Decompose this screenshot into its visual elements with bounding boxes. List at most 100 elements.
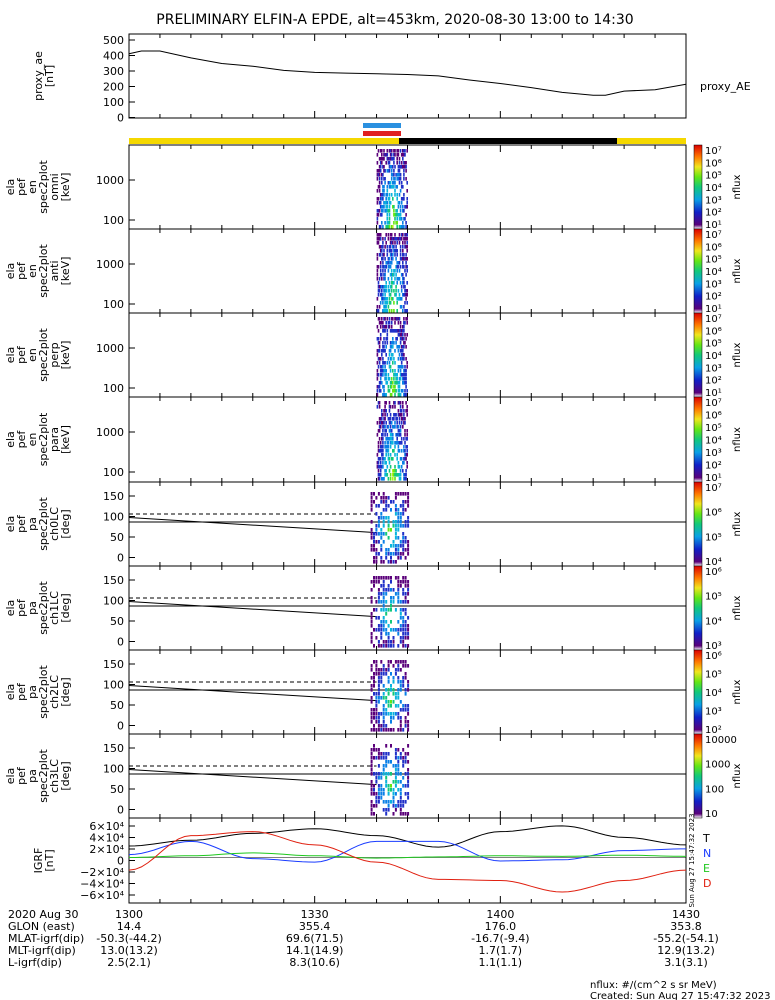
spectrogram-cell — [382, 293, 384, 297]
pa-spectrogram-cell — [377, 644, 380, 648]
pa-spectrogram-cell — [392, 676, 395, 680]
pa-spectrogram-cell — [390, 644, 392, 648]
spectrogram-cell — [390, 193, 393, 197]
spectrogram-cell — [406, 321, 408, 325]
spectrogram-cell — [394, 217, 396, 221]
pa-spectrogram-cell — [402, 676, 405, 680]
pa-spectrogram-cell — [397, 780, 400, 784]
spectrogram-cell — [393, 157, 395, 161]
spectrogram-cell — [404, 381, 406, 385]
pa-spectrogram-cell — [373, 724, 375, 728]
spectrogram-cell — [382, 425, 384, 429]
pa-spectrogram-cell — [370, 760, 373, 764]
spectrogram-cell — [376, 361, 379, 365]
y-axis-label-line: ch2LC — [48, 675, 61, 709]
pa-spectrogram-cell — [399, 700, 402, 704]
pa-spectrogram-cell — [397, 772, 400, 776]
shadow-bar — [399, 138, 617, 144]
spectrogram-cell — [399, 205, 402, 209]
spectrogram-cell — [385, 305, 387, 309]
spectrogram-cell — [379, 225, 382, 229]
pa-spectrogram-cell — [402, 684, 405, 688]
spectrogram-cell — [390, 233, 393, 237]
pa-spectrogram-cell — [375, 716, 378, 720]
pa-spectrogram-cell — [380, 548, 383, 552]
pa-spectrogram-cell — [370, 624, 373, 628]
spectrogram-cell — [395, 221, 397, 225]
spectrogram-cell — [399, 405, 402, 409]
igrf-legend-N: N — [703, 847, 711, 860]
pa-spectrogram-cell — [382, 704, 385, 708]
spectrogram-cell — [392, 345, 394, 349]
spectrogram-cell — [393, 329, 395, 333]
spectrogram-cell — [394, 425, 396, 429]
spectrogram-cell — [382, 465, 384, 469]
spectrogram-cell — [386, 433, 389, 437]
pa-spectrogram-cell — [402, 728, 405, 732]
spectrogram-cell — [377, 197, 380, 201]
pa-spectrogram-cell — [382, 628, 385, 632]
pa-spectrogram-cell — [394, 696, 397, 700]
y-tick-label: −4×10⁴ — [80, 878, 124, 891]
spectrogram-cell — [389, 441, 392, 445]
pa-spectrogram-cell — [392, 780, 395, 784]
pa-spectrogram-cell — [394, 776, 397, 780]
spectrogram-cell — [379, 461, 382, 465]
pa-spectrogram-cell — [390, 672, 392, 676]
spectrogram-cell — [398, 317, 401, 321]
spectrogram-cell — [403, 293, 405, 297]
pa-spectrogram-cell — [390, 800, 392, 804]
pa-spectrogram-cell — [377, 784, 380, 788]
pa-spectrogram-cell — [385, 632, 388, 636]
spectrogram-cell — [400, 273, 403, 277]
pa-spectrogram-cell — [399, 516, 402, 520]
spectrogram-cell — [403, 449, 405, 453]
spectrogram-cell — [383, 149, 385, 153]
pa-spectrogram-cell — [382, 788, 385, 792]
spectrogram-cell — [376, 325, 379, 329]
colorbar-label: nflux — [732, 427, 743, 452]
spectrogram-cell — [376, 209, 379, 213]
pa-spectrogram-cell — [399, 804, 402, 808]
pa-spectrogram-cell — [370, 728, 373, 732]
spectrogram-cell — [394, 177, 396, 181]
spectrogram-cell — [405, 165, 407, 169]
spectrogram-cell — [386, 309, 389, 313]
pa-spectrogram-cell — [387, 536, 390, 540]
pa-spectrogram-cell — [380, 728, 383, 732]
spectrogram-cell — [395, 381, 397, 385]
pa-spectrogram-cell — [377, 504, 380, 508]
spectrogram-cell — [406, 389, 408, 393]
pa-spectrogram-cell — [385, 504, 388, 508]
y-tick-label: 0 — [117, 112, 124, 125]
spectrogram-cell — [387, 157, 390, 161]
pa-spectrogram-cell — [404, 772, 407, 776]
spectrogram-cell — [402, 345, 404, 349]
spectrogram-cell — [406, 413, 408, 417]
spectrogram-cell — [385, 161, 387, 165]
spectrogram-cell — [379, 157, 382, 161]
y-tick-label: 100 — [103, 595, 124, 608]
pa-spectrogram-cell — [375, 748, 378, 752]
spectrogram-cell — [384, 297, 386, 301]
spectrogram-cell — [386, 473, 389, 477]
pa-spectrogram-cell — [407, 552, 410, 556]
pa-spectrogram-cell — [407, 504, 410, 508]
pa-spectrogram-cell — [385, 764, 388, 768]
spectrogram-cell — [392, 341, 394, 345]
spectrogram-cell — [388, 421, 391, 425]
pa-spectrogram-cell — [402, 592, 405, 596]
footer-row-value: 3.1(3.1) — [664, 956, 708, 969]
pa-spectrogram-cell — [402, 708, 405, 712]
spectrogram-cell — [389, 245, 392, 249]
spectrogram-cell — [382, 165, 384, 169]
spectrogram-cell — [392, 205, 394, 209]
spectrogram-cell — [399, 365, 402, 369]
pa-spectrogram-cell — [382, 624, 385, 628]
spectrogram-cell — [379, 193, 382, 197]
spectrogram-cell — [399, 173, 402, 177]
spectrogram-cell — [377, 173, 380, 177]
spectrogram-cell — [388, 457, 391, 461]
pa-spectrogram-cell — [407, 792, 410, 796]
spectrogram-cell — [389, 417, 392, 421]
